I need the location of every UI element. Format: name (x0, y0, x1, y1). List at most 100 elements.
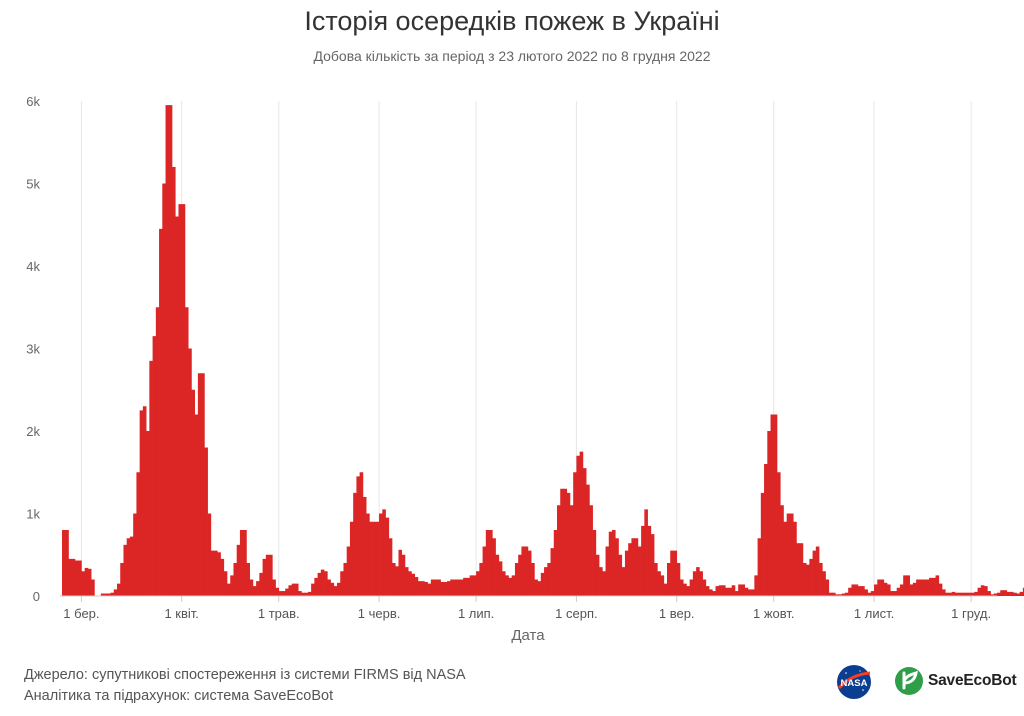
bar (647, 525, 652, 596)
chart-subtitle: Добова кількість за період з 23 лютого 2… (313, 48, 711, 64)
x-tick-label: 1 вер. (659, 606, 695, 621)
bar (612, 530, 616, 596)
bar (78, 560, 82, 596)
bar (375, 521, 380, 596)
bar (893, 591, 898, 596)
bar (259, 572, 263, 596)
bar (395, 566, 399, 596)
y-tick-label: 0 (33, 589, 40, 604)
bar (278, 591, 283, 596)
bar (385, 517, 390, 596)
bar (618, 554, 623, 596)
bar (288, 585, 293, 596)
bar (637, 546, 642, 596)
bar (534, 579, 538, 596)
x-tick-label: 1 лип. (458, 606, 494, 621)
bar (404, 567, 409, 596)
bar (715, 586, 720, 596)
bar (589, 505, 593, 596)
bar (692, 571, 697, 596)
bar (372, 521, 377, 596)
bar (178, 204, 183, 596)
bar (864, 589, 868, 596)
bar (870, 591, 875, 596)
bar (621, 567, 626, 596)
bar (990, 594, 995, 596)
bar (738, 584, 742, 596)
bar (152, 336, 157, 596)
bar (269, 554, 273, 596)
bar (971, 592, 975, 596)
bar (282, 591, 286, 596)
bar (844, 592, 849, 596)
bar (942, 589, 946, 596)
bar (204, 447, 208, 596)
bar (162, 183, 166, 596)
bar (502, 571, 506, 596)
bar (453, 579, 458, 596)
nasa-logo: NASA (837, 665, 871, 699)
bar (414, 577, 419, 596)
bar (485, 530, 490, 596)
bar (764, 464, 768, 596)
bar (560, 488, 564, 596)
bar (780, 505, 784, 596)
bar (527, 550, 532, 596)
bar (450, 579, 454, 596)
bar (227, 583, 231, 596)
bar (84, 567, 89, 596)
bar (586, 484, 590, 596)
bar (896, 587, 901, 596)
bar (909, 584, 914, 596)
bar (492, 538, 496, 596)
bar (456, 579, 461, 596)
bar (783, 521, 788, 596)
y-tick-label: 6k (26, 94, 40, 109)
bar (767, 431, 771, 596)
bar (634, 538, 639, 596)
bar (686, 586, 690, 596)
bar (615, 538, 619, 596)
bar (654, 563, 658, 596)
bar (689, 579, 694, 596)
bar (129, 536, 134, 596)
bar (624, 550, 629, 596)
bar (1006, 591, 1011, 596)
bar (366, 513, 370, 596)
bar (142, 406, 147, 596)
bar (951, 591, 956, 596)
bar (524, 546, 529, 596)
bar (388, 538, 393, 596)
bar (993, 593, 998, 596)
bar (954, 592, 959, 596)
bar (557, 505, 561, 596)
bar (100, 593, 105, 596)
x-tick-label: 1 серп. (555, 606, 597, 621)
bar (314, 577, 318, 596)
bar (159, 228, 163, 596)
bar (349, 521, 354, 596)
bar (566, 492, 571, 596)
bar (747, 589, 752, 596)
bar (718, 585, 723, 596)
bar (417, 581, 422, 596)
bar (579, 451, 584, 596)
bar (712, 591, 716, 596)
leaf-icon (895, 667, 923, 695)
bar (857, 586, 862, 596)
bar (421, 581, 425, 596)
bar (660, 575, 665, 596)
bar (547, 563, 551, 596)
bar (815, 546, 820, 596)
bar (191, 389, 195, 596)
bar (1019, 591, 1024, 596)
x-tick-label: 1 трав. (258, 606, 300, 621)
bar (777, 472, 781, 596)
bar (239, 530, 244, 596)
y-tick-label: 4k (26, 259, 40, 274)
bar (1022, 587, 1024, 596)
bar (569, 505, 574, 596)
bar (657, 571, 661, 596)
x-axis-ticks: 1 бер. 1 квіт. 1 трав. 1 черв. 1 лип. 1 серп.… (63, 596, 991, 621)
bar (172, 167, 176, 596)
